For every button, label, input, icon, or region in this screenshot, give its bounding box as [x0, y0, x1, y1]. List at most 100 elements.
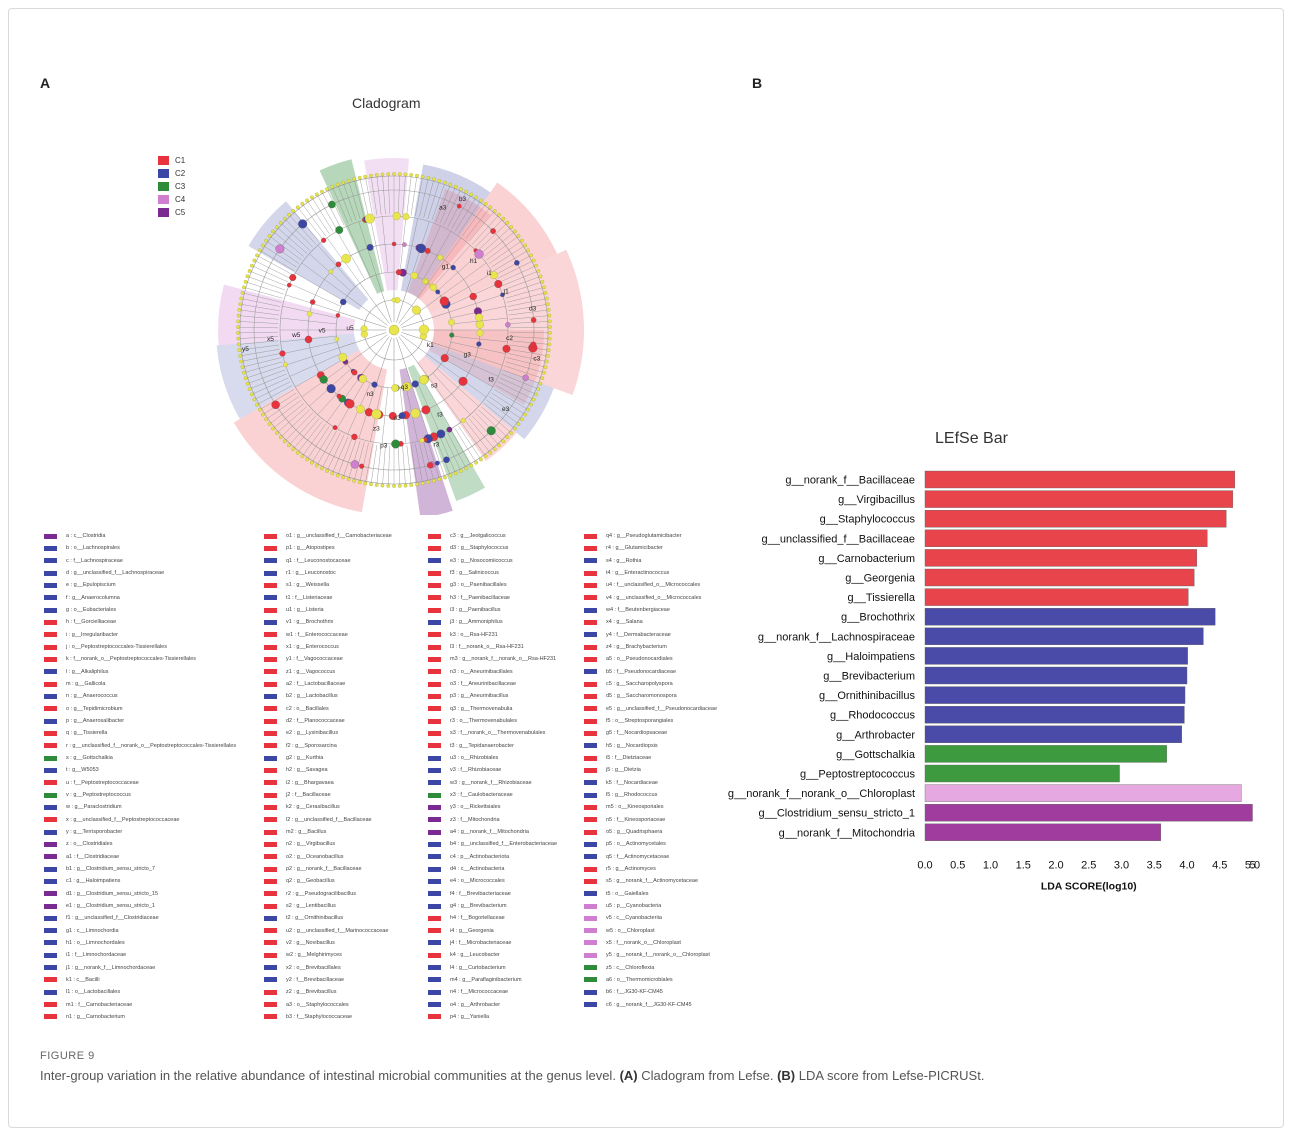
tree-branch [493, 389, 529, 410]
clade-label: q3 [401, 384, 409, 391]
taxa-swatch [584, 903, 597, 909]
tree-node [448, 473, 453, 478]
taxa-swatch [428, 829, 441, 835]
taxa-label: v5 : c__Cyanobacteriia [606, 915, 662, 922]
taxa-swatch [428, 743, 441, 749]
taxa-swatch [264, 730, 277, 736]
taxa-label: j3 : g__Ammoniphilus [450, 619, 503, 626]
taxa-legend-item: x1 : g__Enterococcus [264, 641, 392, 653]
tree-node [419, 324, 429, 335]
tree-branch [280, 222, 310, 251]
taxa-label: q2 : g__Geobacillus [286, 878, 335, 885]
taxa-label: s : g__Gottschalkia [66, 755, 113, 762]
tree-node [325, 469, 329, 473]
tree-branch [239, 309, 279, 316]
taxa-legend-item: t1 : f__Listeriaceae [264, 592, 392, 604]
x-axis-label: LDA SCORE(log10) [1041, 880, 1137, 892]
taxa-label: a : c__Clostridia [66, 533, 106, 540]
tree-node [426, 175, 431, 180]
taxa-legend-item: j : o__Peptostreptococcales-Tissierellal… [44, 641, 236, 653]
tree-node [548, 325, 552, 329]
taxa-swatch [428, 619, 441, 625]
tree-node [443, 475, 447, 480]
tree-node [497, 443, 501, 448]
clade-node [426, 462, 434, 469]
tree-node [534, 392, 538, 397]
tree-node [531, 397, 536, 402]
taxa-label: t4 : g__Enteractinococcus [606, 570, 670, 577]
taxa-swatch [264, 977, 277, 983]
taxa-legend-item: w3 : g__norank_f__Rhizobiaceae [428, 777, 557, 789]
tree-node [516, 234, 521, 238]
tree-node [391, 384, 399, 392]
taxa-swatch [44, 693, 57, 699]
taxa-legend-item: s5 : g__norank_f__Actinomycetaceae [584, 875, 717, 887]
taxa-swatch [584, 595, 597, 601]
clade-node [398, 412, 406, 420]
caption-b-text: LDA score from Lefse-PICRUSt. [798, 1068, 985, 1083]
tree-branch [337, 438, 353, 476]
taxa-legend-item: b4 : g__unclassified_f__Enterobacteriace… [428, 838, 557, 850]
taxa-swatch [584, 940, 597, 946]
taxa-swatch [44, 718, 57, 724]
tree-node [479, 198, 483, 203]
taxa-swatch [264, 558, 277, 564]
taxa-swatch [264, 891, 277, 897]
taxa-legend-item: o2 : g__Oceanobacillus [264, 851, 392, 863]
taxa-swatch [584, 706, 597, 712]
tree-branch [301, 262, 348, 297]
taxa-legend-item: z1 : g__Vagococcus [264, 666, 392, 678]
taxa-label: t2 : g__Ornithinibacillus [286, 915, 344, 922]
taxa-swatch [264, 619, 277, 625]
taxa-swatch [264, 915, 277, 921]
tree-node [346, 178, 351, 183]
taxa-swatch [584, 545, 597, 551]
tree-node [243, 376, 248, 381]
taxa-label: z2 : g__Brevibacillus [286, 989, 337, 996]
taxa-legend-item: t : g__W5053 [44, 764, 236, 776]
tree-node [236, 331, 240, 335]
clade-highlight [407, 189, 491, 300]
tree-branch [316, 194, 337, 230]
clade-node [391, 439, 401, 449]
tree-branch [462, 203, 486, 237]
tree-branch [491, 245, 526, 268]
tree-node [492, 447, 497, 451]
tree-node [282, 362, 288, 368]
tree-branch [507, 353, 547, 362]
tree-branch [342, 182, 357, 221]
tree-node [526, 248, 530, 253]
lda-bar [924, 529, 1208, 548]
taxa-swatch [428, 558, 441, 564]
taxa-swatch [428, 817, 441, 823]
tree-branch [443, 434, 462, 471]
tree-node [409, 173, 414, 177]
taxa-swatch [264, 582, 277, 588]
tree-branch [306, 426, 330, 460]
tree-node [371, 409, 382, 420]
taxa-swatch [264, 940, 277, 946]
tree-node [264, 238, 268, 243]
taxa-legend-item: l1 : o__Lactobacillales [44, 986, 236, 998]
taxa-swatch [584, 619, 597, 625]
group-label: C3 [175, 182, 186, 191]
taxa-swatch [44, 903, 57, 909]
tree-node [392, 172, 396, 176]
tree-node [274, 225, 279, 229]
taxa-swatch [264, 767, 277, 773]
taxa-legend-item: u2 : g__unclassified_f__Marinococcaceae [264, 925, 392, 937]
tree-node [237, 348, 242, 352]
taxa-label: u2 : g__unclassified_f__Marinococcaceae [286, 927, 389, 934]
taxa-label: d4 : c__Actinobacteria [450, 866, 505, 873]
bar-category-label: g__Georgenia [845, 573, 916, 585]
tree-branch [406, 174, 412, 215]
taxa-swatch [428, 878, 441, 884]
tree-branch [238, 340, 279, 345]
taxa-label: w5 : o__Chloroplast [606, 927, 655, 934]
tree-branch [497, 260, 534, 279]
tree-node [542, 285, 546, 290]
taxa-legend-item: o5 : g__Quadrisphaera [584, 826, 717, 838]
tree-node [238, 302, 243, 307]
taxa-swatch [428, 706, 441, 712]
taxa-label: r4 : g__Glutamicibacter [606, 545, 663, 552]
